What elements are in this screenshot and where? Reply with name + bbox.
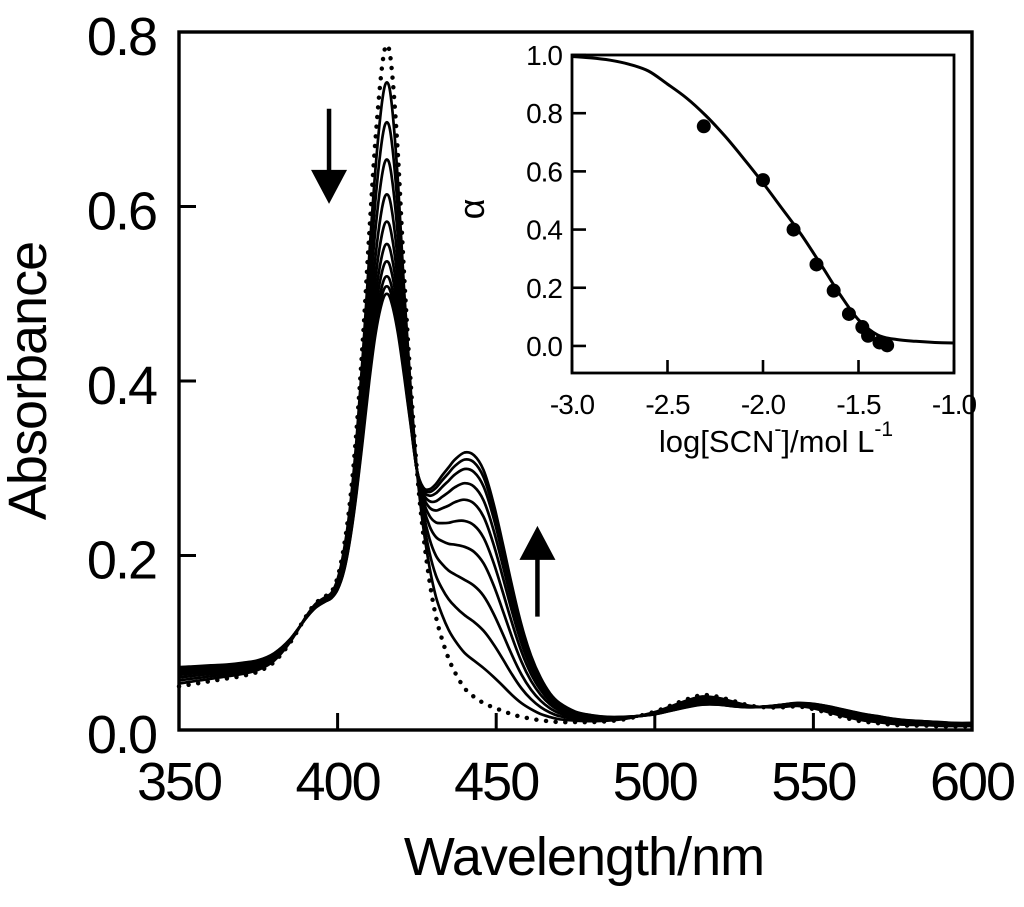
- inset-x-tick-label: -2.0: [741, 389, 786, 420]
- inset-x-axis-title: log[SCN-]/mol L-1: [659, 418, 893, 459]
- main-axis-ticks: [177, 30, 974, 732]
- main-x-tick-label: 550: [771, 752, 855, 812]
- main-y-tick-label: 0.6: [87, 182, 156, 242]
- main-plot: 350 400 450 500 550 600 0.0 0.2 0.4 0.6 0.8 Wavele…: [0, 7, 1016, 887]
- inset-y-axis-title: α: [451, 199, 492, 220]
- inset-data-point: [696, 119, 711, 134]
- main-y-tick-label: 0.0: [87, 705, 156, 765]
- main-x-tick-label: 450: [454, 752, 538, 812]
- inset-data-point: [786, 222, 801, 237]
- inset-data-point: [809, 257, 824, 272]
- main-x-tick-label: 500: [613, 752, 697, 812]
- main-x-tick-label: 350: [137, 752, 221, 812]
- inset-axis-ticks: [570, 53, 956, 373]
- inset-y-tick-label: 0.8: [526, 98, 562, 129]
- spectrum-curve: [178, 292, 973, 725]
- inset-axis-tick-labels: -3.0 -2.5 -2.0 -1.5 -1.0 0.0 0.2 0.4 0.6 0.8 1.0: [526, 40, 977, 420]
- inset-data-point: [826, 283, 841, 298]
- inset-x-tick-label: -1.5: [836, 389, 881, 420]
- main-annotation-arrows: [311, 108, 556, 617]
- main-spectra-curves: [176, 42, 975, 729]
- main-y-tick-label: 0.8: [87, 7, 156, 67]
- inset-plot: -3.0 -2.5 -2.0 -1.5 -1.0 0.0 0.2 0.4 0.6 0.8 1.0 l…: [451, 40, 978, 459]
- down-arrow-head: [311, 169, 348, 204]
- initial-spectrum-curve: [176, 42, 975, 729]
- inset-y-tick-label: 1.0: [526, 40, 562, 71]
- inset-y-tick-label: 0.2: [526, 273, 562, 304]
- inset-y-tick-label: 0.6: [526, 156, 562, 187]
- inset-x-tick-label: -1.0: [932, 389, 977, 420]
- up-arrow-head: [519, 525, 556, 560]
- main-x-tick-label: 400: [296, 752, 380, 812]
- inset-data-point: [756, 173, 770, 188]
- inset-x-tick-label: -2.5: [645, 389, 690, 420]
- inset-y-tick-label: 0.4: [526, 215, 562, 246]
- inset-background: [572, 55, 954, 373]
- inset-x-tick-label: -3.0: [550, 389, 595, 420]
- inset-y-tick-label: 0.0: [526, 331, 562, 362]
- main-x-axis-title: Wavelength/nm: [404, 827, 764, 887]
- main-axis-tick-labels: 350 400 450 500 550 600 0.0 0.2 0.4 0.6 0.8: [87, 7, 1016, 812]
- inset-data-points: [696, 119, 895, 353]
- main-y-tick-label: 0.2: [87, 531, 156, 591]
- main-y-axis-title: Absorbance: [0, 242, 58, 520]
- inset-data-point: [841, 306, 856, 321]
- main-y-tick-label: 0.4: [87, 356, 157, 416]
- inset-data-point: [880, 338, 895, 353]
- main-x-tick-label: 600: [930, 752, 1014, 812]
- inset-data-point: [861, 328, 876, 343]
